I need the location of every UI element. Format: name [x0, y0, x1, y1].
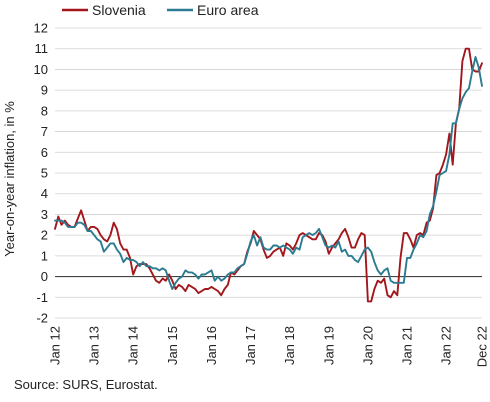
- grid-lines: [55, 27, 482, 319]
- y-tick-label: 11: [35, 41, 49, 56]
- y-tick-label: 12: [34, 21, 48, 36]
- y-tick-label: -2: [36, 311, 48, 326]
- x-axis-tick-labels: Jan 12 Jan 13 Jan 14 Jan 15 Jan 16 Jan 17 Jan …: [48, 326, 490, 367]
- y-axis-title: Year-on-year inflation, in %: [2, 101, 17, 257]
- x-tick-label: Dec 22: [475, 326, 490, 367]
- y-tick-label: 6: [41, 145, 48, 160]
- source-note: Source: SURS, Eurostat.: [14, 377, 158, 392]
- y-tick-label: 9: [41, 83, 48, 98]
- x-tick-label: Jan 13: [87, 326, 102, 365]
- legend-label: Slovenia: [92, 2, 146, 18]
- y-tick-label: 10: [34, 62, 48, 77]
- x-tick-label: Jan 20: [360, 326, 375, 365]
- y-tick-label: -1: [36, 290, 48, 305]
- y-tick-label: 2: [41, 228, 48, 243]
- y-tick-label: 7: [41, 124, 48, 139]
- y-tick-label: 0: [41, 269, 48, 284]
- x-tick-label: Jan 19: [321, 326, 336, 365]
- legend: Slovenia Euro area: [62, 2, 259, 18]
- y-tick-label: 5: [41, 166, 48, 181]
- legend-label: Euro area: [197, 2, 259, 18]
- series-line-euro-area: [54, 56, 483, 290]
- x-tick-label: Jan 16: [204, 326, 219, 365]
- x-tick-label: Jan 15: [165, 326, 180, 365]
- x-tick-label: Jan 21: [400, 326, 415, 365]
- y-tick-label: 4: [41, 186, 48, 201]
- y-tick-label: 8: [41, 103, 48, 118]
- x-tick-label: Jan 17: [243, 326, 258, 365]
- x-tick-label: Jan 14: [126, 326, 141, 365]
- series-line-slovenia: [54, 47, 483, 303]
- x-tick-label: Jan 18: [282, 326, 297, 365]
- y-tick-label: 1: [41, 248, 48, 263]
- x-tick-label: Jan 22: [439, 326, 454, 365]
- series-lines: [54, 47, 483, 303]
- x-tick-label: Jan 12: [48, 326, 63, 365]
- y-tick-label: 3: [41, 207, 48, 222]
